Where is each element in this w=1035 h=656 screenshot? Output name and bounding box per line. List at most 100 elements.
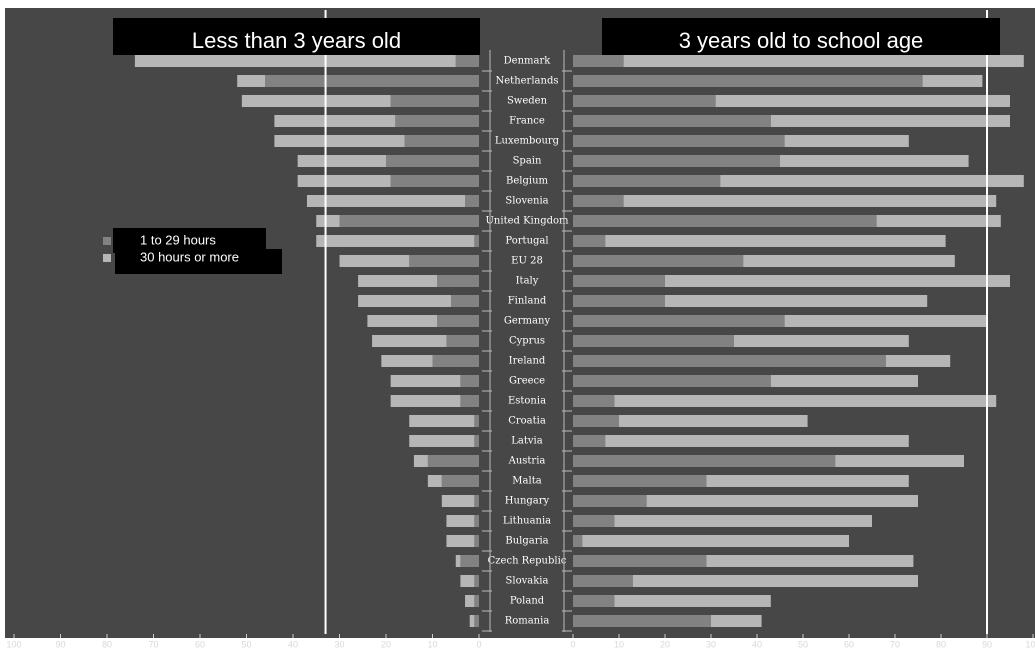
bar-segment: [316, 235, 475, 247]
bar-segment: [646, 495, 918, 507]
category-label: Finland: [508, 296, 547, 307]
bar-segment: [876, 215, 1001, 227]
bar-segment: [573, 415, 619, 427]
bar-segment: [573, 295, 665, 307]
bar-segment: [573, 235, 606, 247]
bar-segment: [437, 275, 479, 287]
bar-segment: [460, 375, 479, 387]
category-label: Hungary: [505, 496, 550, 507]
x-tick-label: 40: [752, 639, 762, 649]
bar-segment: [306, 195, 466, 207]
bar-segment: [274, 115, 396, 127]
bar-segment: [605, 235, 946, 247]
category-label: Croatia: [508, 416, 546, 427]
bar-segment: [706, 555, 914, 567]
bar-segment: [395, 115, 479, 127]
bar-segment: [573, 155, 780, 167]
category-label: Belgium: [506, 176, 549, 187]
bar-segment: [409, 435, 475, 447]
bar-segment: [474, 515, 479, 527]
bar-segment: [409, 255, 479, 267]
bar-segment: [614, 395, 997, 407]
category-label: Cyprus: [509, 336, 545, 347]
bar-segment: [358, 295, 452, 307]
title-box: [113, 18, 480, 55]
bar-segment: [241, 95, 391, 107]
bar-segment: [573, 615, 711, 627]
bar-segment: [770, 375, 918, 387]
bar-segment: [711, 615, 762, 627]
bar-segment: [339, 255, 410, 267]
bar-segment: [614, 595, 771, 607]
panel-title: 3 years old to school age: [679, 28, 924, 53]
bar-segment: [316, 215, 340, 227]
bar-segment: [265, 75, 479, 87]
legend-swatch: [103, 237, 111, 245]
bar-segment: [358, 275, 438, 287]
bar-segment: [474, 595, 479, 607]
x-tick-label: 100: [1025, 639, 1035, 649]
bar-segment: [573, 195, 624, 207]
x-tick-label: 90: [55, 639, 65, 649]
bar-segment: [573, 535, 583, 547]
bar-segment: [465, 595, 475, 607]
bar-segment: [446, 335, 479, 347]
bar-segment: [460, 575, 475, 587]
bar-segment: [474, 615, 479, 627]
category-label: Lithuania: [503, 516, 551, 527]
bar-segment: [474, 495, 479, 507]
bar-segment: [237, 75, 266, 87]
bar-segment: [573, 435, 606, 447]
bar-segment: [582, 535, 849, 547]
x-tick-label: 30: [334, 639, 344, 649]
bar-segment: [619, 415, 808, 427]
bar-segment: [573, 255, 744, 267]
bar-segment: [784, 135, 909, 147]
bar-segment: [474, 415, 479, 427]
panel-title: Less than 3 years old: [192, 28, 401, 53]
legend-label: 1 to 29 hours: [140, 232, 216, 247]
bar-segment: [427, 475, 442, 487]
legend-label: 30 hours or more: [140, 249, 239, 264]
bar-segment: [441, 495, 475, 507]
legend-box: [115, 249, 282, 274]
bar-segment: [134, 55, 456, 67]
x-tick-label: 70: [148, 639, 158, 649]
category-label: Estonia: [508, 396, 546, 407]
x-tick-label: 20: [381, 639, 391, 649]
bar-segment: [784, 315, 987, 327]
category-label: EU 28: [511, 256, 543, 267]
bar-segment: [297, 175, 391, 187]
bar-segment: [885, 355, 951, 367]
bar-segment: [573, 175, 721, 187]
category-label: Czech Republic: [488, 556, 567, 567]
bar-segment: [573, 595, 615, 607]
bar-segment: [465, 195, 479, 207]
bar-segment: [441, 475, 479, 487]
bar-segment: [573, 275, 665, 287]
legend-box: [113, 228, 266, 253]
bar-segment: [573, 355, 886, 367]
bar-segment: [573, 555, 707, 567]
x-tick-label: 50: [798, 639, 808, 649]
bar-segment: [573, 395, 615, 407]
x-tick-label: 60: [195, 639, 205, 649]
legend-swatch: [103, 254, 111, 262]
bar-segment: [573, 575, 633, 587]
bar-segment: [922, 75, 983, 87]
bar-segment: [573, 115, 771, 127]
x-tick-label: 80: [102, 639, 112, 649]
bar-segment: [446, 515, 475, 527]
bar-segment: [386, 155, 479, 167]
bar-segment: [573, 55, 624, 67]
x-tick-label: 10: [614, 639, 624, 649]
bar-segment: [743, 255, 955, 267]
bar-segment: [474, 575, 479, 587]
x-tick-label: 0: [476, 639, 481, 649]
bar-segment: [573, 455, 836, 467]
x-tick-label: 0: [570, 639, 575, 649]
bar-segment: [665, 295, 928, 307]
category-label: Ireland: [509, 356, 546, 367]
